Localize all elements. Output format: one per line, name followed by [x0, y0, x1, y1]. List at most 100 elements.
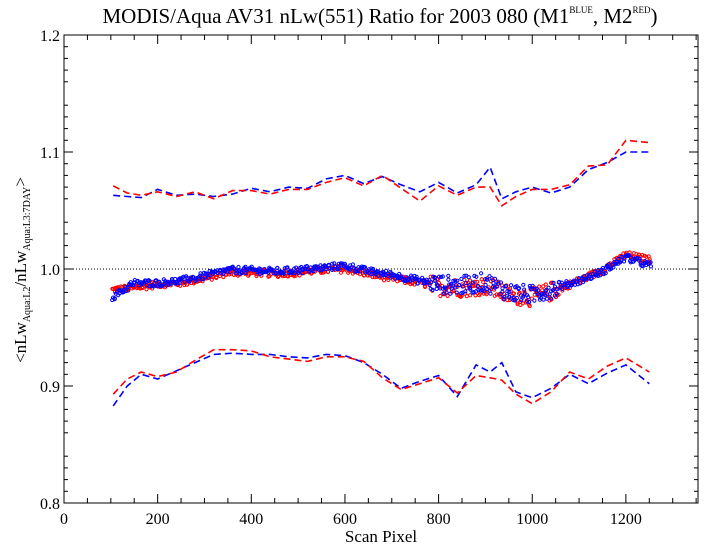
data-point-m1	[479, 271, 484, 276]
data-point-m1	[551, 280, 556, 286]
data-point-m1	[196, 277, 201, 282]
data-point-m1	[200, 277, 205, 282]
data-point-m1	[381, 272, 386, 277]
ylabel-part-1: <nLw	[10, 322, 30, 363]
ylabel-sub-1: Aqua:L2	[22, 286, 34, 323]
data-point-m1	[621, 259, 627, 264]
data-point-m2	[249, 271, 254, 276]
data-point-m1	[594, 273, 599, 278]
data-point-m2	[644, 254, 649, 259]
data-point-m1	[648, 264, 654, 269]
data-point-m1	[275, 265, 280, 271]
data-point-m1	[177, 280, 182, 286]
data-point-m1	[433, 278, 438, 283]
data-point-m1	[502, 297, 507, 302]
data-point-m1	[112, 297, 117, 302]
x-tick-label: 600	[333, 511, 357, 528]
data-point-m1	[397, 271, 402, 277]
title-sup-red: RED	[632, 5, 651, 15]
data-point-m1	[243, 264, 248, 269]
data-point-m2	[494, 292, 499, 297]
data-point-m2	[445, 293, 450, 298]
data-point-m1	[470, 280, 475, 285]
data-point-m1	[532, 287, 537, 292]
data-point-m2	[473, 283, 478, 288]
y-tick-label: 0.9	[40, 379, 60, 396]
data-point-m1	[627, 253, 632, 258]
data-point-m1	[300, 270, 305, 276]
data-point-m1	[583, 276, 589, 281]
data-point-m1	[147, 279, 152, 284]
data-point-m1	[550, 288, 556, 293]
data-point-m1	[611, 265, 616, 270]
y-tick-label: 1.0	[40, 262, 60, 279]
chart-title: MODIS/Aqua AV31 nLw(551) Ratio for 2003 …	[60, 4, 700, 29]
data-point-m1	[466, 275, 471, 280]
data-point-m1	[436, 274, 442, 279]
data-point-m1	[285, 265, 290, 270]
data-point-m1	[168, 281, 173, 286]
data-point-m1	[271, 268, 276, 273]
data-point-m2	[481, 280, 486, 285]
data-point-m1	[269, 268, 274, 273]
data-point-m1	[123, 285, 128, 290]
data-point-m1	[525, 299, 530, 304]
data-point-m1	[129, 282, 134, 287]
data-point-m1	[414, 274, 419, 279]
data-point-m2	[640, 253, 645, 258]
data-point-m2	[321, 270, 326, 275]
data-point-m1	[440, 274, 445, 279]
data-point-m1	[273, 270, 278, 275]
data-point-m2	[144, 287, 149, 292]
data-point-m1	[435, 283, 441, 288]
data-point-m1	[514, 284, 519, 289]
data-point-m1	[603, 271, 608, 276]
data-point-m2	[511, 291, 516, 296]
data-point-m1	[258, 267, 263, 272]
data-point-m1	[514, 295, 520, 301]
data-point-m1	[518, 293, 524, 298]
data-point-m1	[362, 265, 368, 270]
data-point-m1	[526, 299, 532, 305]
data-point-m1	[519, 298, 524, 303]
x-axis-label: Scan Pixel	[344, 527, 418, 546]
x-tick-label: 0	[60, 511, 68, 528]
data-point-m2	[468, 293, 473, 298]
data-point-m1	[555, 287, 560, 292]
data-point-m2	[529, 296, 535, 301]
data-point-m1	[512, 298, 518, 303]
data-point-m2	[543, 282, 548, 287]
data-point-m1	[371, 266, 376, 272]
data-point-m1	[541, 297, 546, 302]
data-point-m2	[464, 294, 469, 299]
data-point-m1	[340, 261, 345, 266]
data-point-m1	[507, 289, 512, 295]
data-point-m1	[438, 286, 443, 291]
data-point-m1	[589, 276, 594, 281]
data-point-m1	[154, 283, 160, 288]
data-point-m1	[415, 281, 420, 286]
data-point-m2	[471, 284, 476, 289]
data-point-m1	[448, 291, 453, 296]
data-point-m1	[424, 277, 429, 282]
x-tick-label: 200	[146, 511, 170, 528]
data-point-m1	[485, 277, 490, 282]
data-point-m1	[505, 289, 510, 294]
data-point-m1	[198, 271, 203, 276]
lower-band-line-m2	[112, 348, 650, 405]
data-point-m2	[473, 293, 478, 298]
title-mid: , M2	[592, 4, 633, 28]
data-point-m1	[464, 280, 469, 286]
x-tick-label: 400	[239, 511, 263, 528]
data-point-m1	[628, 255, 634, 260]
data-point-m1	[233, 271, 239, 276]
data-point-m1	[481, 288, 486, 294]
data-point-m1	[444, 290, 449, 295]
data-point-m1	[432, 275, 437, 280]
data-point-m1	[449, 286, 454, 291]
data-point-m1	[552, 284, 558, 289]
data-point-m2	[325, 269, 330, 274]
title-main: MODIS/Aqua AV31 nLw(551) Ratio for 2003 …	[102, 4, 570, 28]
data-point-m1	[266, 270, 271, 275]
data-point-m1	[335, 266, 340, 271]
